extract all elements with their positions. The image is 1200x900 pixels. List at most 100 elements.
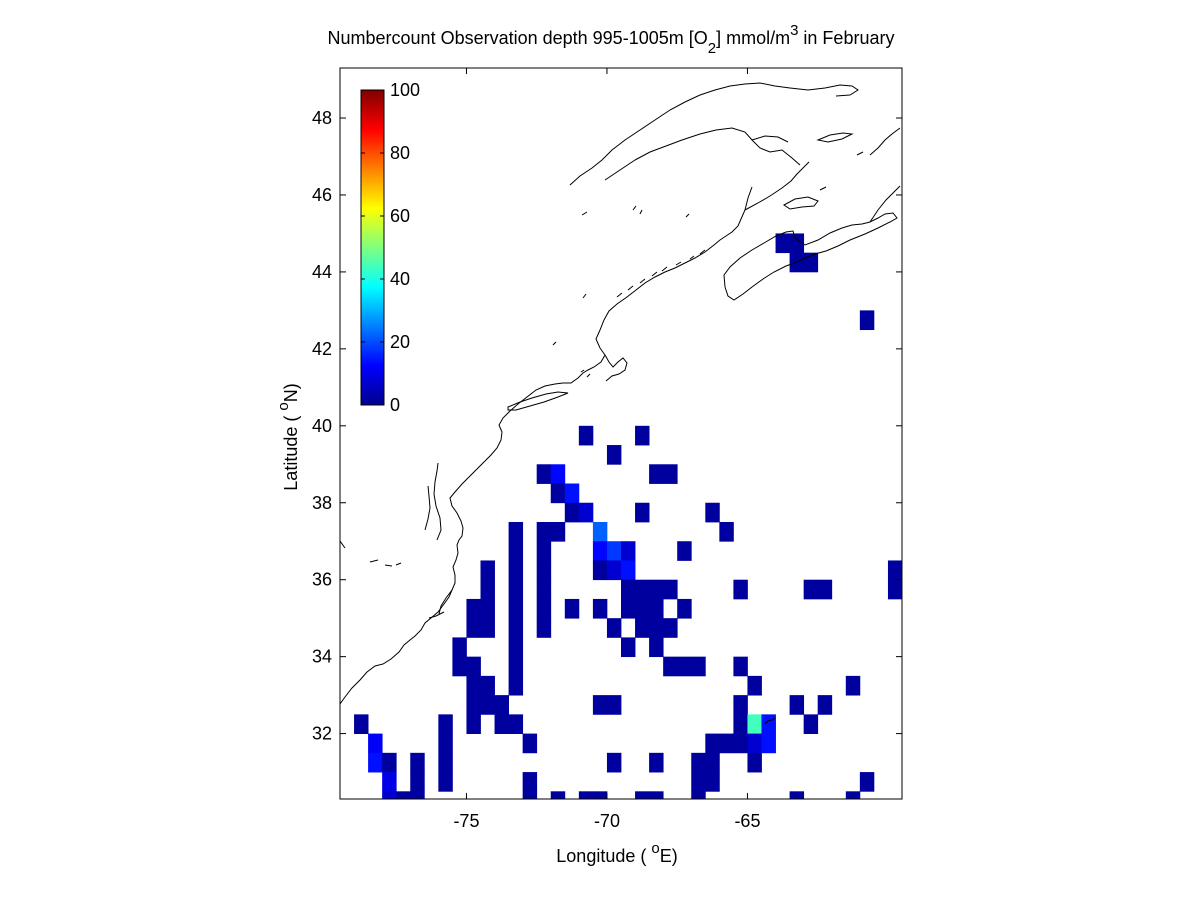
observation-cell xyxy=(649,791,664,799)
x-tick-label: -75 xyxy=(453,811,479,831)
observation-cell xyxy=(564,483,580,504)
observation-cell xyxy=(522,791,538,799)
observation-cell xyxy=(508,521,524,542)
observation-cell xyxy=(859,310,875,331)
observation-cell xyxy=(466,675,481,696)
observation-cell xyxy=(635,579,650,600)
observation-cell xyxy=(480,675,495,696)
observation-cell xyxy=(803,714,819,734)
y-axis-ticks: 32 34 36 38 40 42 44 46 48 xyxy=(312,108,902,744)
observation-cell xyxy=(368,752,383,773)
observation-cell xyxy=(733,656,748,677)
observation-cell xyxy=(789,791,805,799)
coastline-islands xyxy=(340,151,864,567)
observation-cell xyxy=(480,579,495,600)
y-tick-label: 36 xyxy=(312,570,332,590)
observation-cell xyxy=(564,598,580,619)
observation-cell xyxy=(663,656,678,677)
y-tick-label: 42 xyxy=(312,339,332,359)
observation-cell xyxy=(382,772,397,792)
nova-scotia xyxy=(723,212,898,301)
observation-cell xyxy=(578,791,594,799)
plot-frame xyxy=(339,67,903,800)
observation-cell xyxy=(606,618,622,638)
observation-cell xyxy=(677,598,692,619)
newfoundland-shore xyxy=(869,127,901,156)
colorbar-tick-label: 60 xyxy=(390,206,410,226)
observation-cell xyxy=(733,733,748,754)
chart-title: Numbercount Observation depth 995-1005m … xyxy=(328,22,895,57)
observation-cell xyxy=(480,598,495,619)
observation-cell xyxy=(691,752,706,773)
observation-cell xyxy=(508,618,524,638)
x-axis-label: Longitude ( oE) xyxy=(556,840,677,866)
observation-cell xyxy=(592,791,608,799)
observation-cell xyxy=(845,791,861,799)
observation-cell xyxy=(452,656,467,677)
observation-cell xyxy=(621,579,636,600)
observation-cell xyxy=(508,598,524,619)
observation-cell xyxy=(382,791,397,799)
colorbar-tick-label: 100 xyxy=(390,80,420,100)
observation-cell xyxy=(438,752,453,773)
observation-cell xyxy=(621,637,636,658)
maine-islands xyxy=(552,249,706,378)
y-tick-label: 34 xyxy=(312,647,332,667)
observation-cell xyxy=(592,541,608,561)
observation-cell xyxy=(649,637,664,658)
st-lawrence-north-shore xyxy=(569,82,859,186)
observation-cell xyxy=(536,541,552,561)
observation-cell xyxy=(606,752,622,773)
observation-cell xyxy=(803,579,819,600)
colorbar-tick-label: 20 xyxy=(390,332,410,352)
observation-cell xyxy=(649,598,664,619)
cape-breton xyxy=(869,185,901,223)
observation-cell xyxy=(522,772,538,792)
gaspe xyxy=(751,135,789,143)
anticosti xyxy=(816,132,854,143)
observation-cell xyxy=(508,541,524,561)
x-tick-label: -70 xyxy=(594,811,620,831)
map-plot-area: -75 -70 -65 32 34 36 38 40 42 44 46 48 xyxy=(312,67,903,831)
observation-cell xyxy=(663,579,678,600)
observation-cell xyxy=(663,618,678,638)
pamlico-outer-banks xyxy=(428,589,453,619)
y-tick-label: 38 xyxy=(312,493,332,513)
observation-cell xyxy=(649,618,664,638)
observation-cell xyxy=(410,791,425,799)
chesapeake-bay xyxy=(424,462,442,541)
x-tick-label: -65 xyxy=(734,811,760,831)
observation-cell xyxy=(747,752,762,773)
observation-cell xyxy=(550,521,566,542)
observation-cell xyxy=(466,695,481,715)
observation-count-cells xyxy=(354,233,902,799)
coastline xyxy=(340,82,901,725)
y-tick-label: 44 xyxy=(312,262,332,282)
observation-cell xyxy=(494,695,509,715)
observation-cell xyxy=(817,695,833,715)
observation-cell xyxy=(635,598,650,619)
observation-cell xyxy=(606,560,622,581)
long-island xyxy=(507,391,569,411)
y-tick-label: 48 xyxy=(312,108,332,128)
observation-cell xyxy=(396,791,411,799)
observation-cell xyxy=(705,752,720,773)
observation-cell xyxy=(536,560,552,581)
observation-cell xyxy=(635,425,650,446)
observation-cell xyxy=(691,791,706,799)
observation-cell xyxy=(733,579,748,600)
observation-cell xyxy=(592,521,608,542)
observation-cell xyxy=(775,233,790,254)
observation-cell xyxy=(438,714,453,734)
observation-cell xyxy=(649,464,664,484)
observation-cell xyxy=(649,752,664,773)
observation-cell xyxy=(606,541,622,561)
observation-cell xyxy=(508,656,524,677)
observation-cell xyxy=(550,791,566,799)
observation-cell xyxy=(410,772,425,792)
observation-cell xyxy=(621,598,636,619)
observation-cell xyxy=(677,656,692,677)
observation-cell xyxy=(592,560,608,581)
observation-cell xyxy=(733,714,748,734)
